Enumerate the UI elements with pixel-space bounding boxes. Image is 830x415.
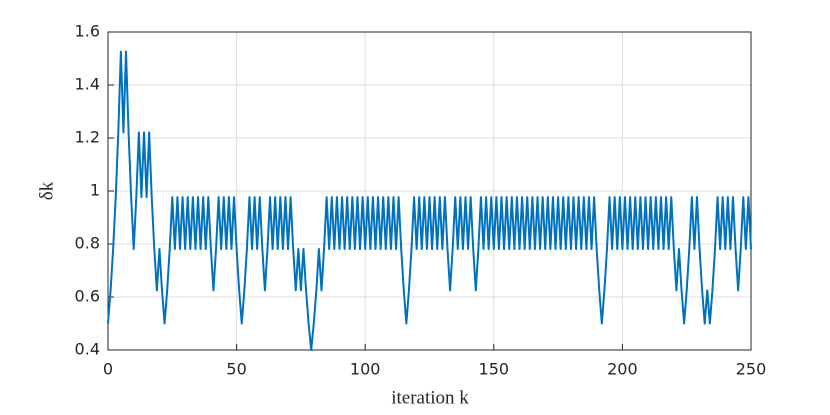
x-tick-label: 200 — [607, 360, 638, 379]
data-line — [107, 50, 752, 351]
y-tick-label: 1.2 — [75, 128, 100, 147]
y-tick-label: 0.8 — [75, 234, 100, 253]
y-axis-label: δk — [36, 181, 57, 200]
y-tick-label: 1.6 — [75, 22, 100, 41]
x-tick-label: 100 — [350, 360, 381, 379]
x-axis-label: iteration k — [391, 387, 469, 408]
y-tick-label: 1 — [90, 181, 100, 200]
x-tick-label: 50 — [226, 360, 246, 379]
y-tick-label: 0.4 — [75, 340, 100, 359]
y-tick-label: 0.6 — [75, 287, 100, 306]
y-tick-label: 1.4 — [75, 75, 100, 94]
x-tick-label: 0 — [103, 360, 113, 379]
axes-box — [107, 31, 752, 351]
x-tick-label: 250 — [736, 360, 767, 379]
x-tick-label: 150 — [479, 360, 510, 379]
